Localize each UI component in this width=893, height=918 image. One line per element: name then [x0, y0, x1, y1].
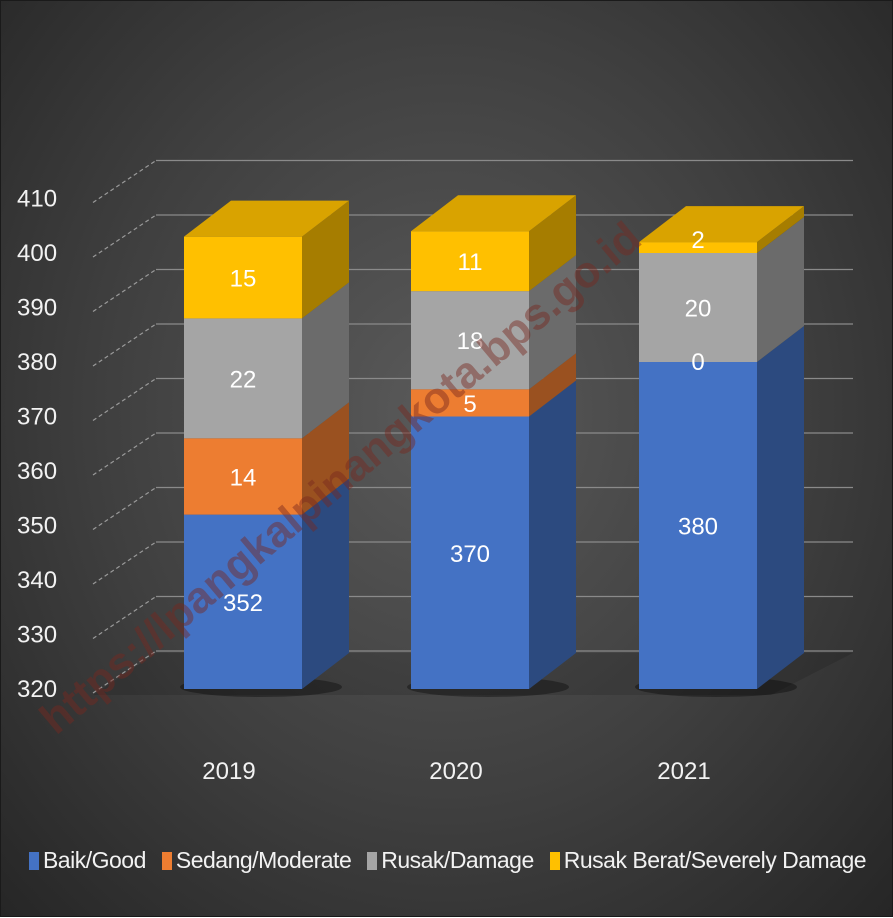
bar-top — [411, 195, 576, 232]
gridline-diagonal — [92, 650, 157, 694]
y-tick-label: 360 — [17, 458, 57, 485]
bar-segment — [639, 242, 757, 253]
y-tick-label: 410 — [17, 186, 57, 213]
bar-side — [302, 200, 349, 319]
y-tick-label: 320 — [17, 676, 57, 703]
data-label: 370 — [450, 541, 490, 568]
gridline-diagonal — [92, 541, 157, 585]
bar-segment — [184, 236, 302, 319]
gridline-diagonal — [92, 269, 157, 312]
gridline-diagonal — [92, 432, 157, 476]
bar-side — [529, 353, 576, 417]
y-tick-label: 340 — [17, 567, 57, 594]
data-label: 0 — [691, 349, 704, 376]
x-tick-label: 2021 — [657, 758, 710, 785]
legend-swatch — [367, 851, 378, 870]
y-tick-label: 390 — [17, 295, 57, 322]
gridline-diagonal — [92, 214, 157, 258]
y-tick-label: 330 — [17, 622, 57, 649]
bar-segment — [411, 291, 529, 390]
x-tick-label: 2020 — [429, 758, 482, 785]
bar-segment — [639, 253, 757, 362]
legend-label: Rusak Berat/Severely Damage — [563, 847, 867, 873]
y-tick-label: 400 — [17, 240, 57, 267]
bar-segment — [184, 438, 302, 515]
gridline-diagonal — [92, 323, 157, 367]
bar-side — [529, 380, 576, 689]
gridline-diagonal — [92, 596, 157, 639]
bar-segment — [184, 318, 302, 439]
gridline-diagonal — [92, 487, 157, 530]
bar-top — [184, 200, 349, 237]
bar-side — [757, 206, 804, 253]
legend-swatch — [549, 851, 560, 870]
x-tick-label: 2019 — [202, 758, 255, 785]
legend-item: Rusak Berat/Severely Damage — [549, 847, 867, 874]
gridline-diagonal — [92, 378, 157, 421]
bar-side — [529, 255, 576, 390]
legend: Baik/Good Sedang/Moderate Rusak/Damage Rusa… — [1, 847, 893, 874]
legend-label: Sedang/Moderate — [175, 847, 352, 873]
y-tick-label: 350 — [17, 513, 57, 540]
data-label: 380 — [678, 514, 718, 541]
gridline-diagonal — [92, 160, 157, 203]
bar-side — [302, 282, 349, 439]
legend-item: Rusak/Damage — [367, 847, 534, 874]
legend-swatch — [28, 851, 39, 870]
bar-side — [757, 217, 804, 362]
bar-segment — [411, 416, 529, 689]
bar-side — [302, 402, 349, 515]
bar-segment — [184, 514, 302, 689]
data-label: 352 — [223, 590, 263, 617]
data-label: 15 — [230, 266, 257, 293]
y-tick-label: 380 — [17, 349, 57, 376]
bar-side — [302, 478, 349, 689]
bar-side — [529, 195, 576, 292]
bar-top — [639, 206, 804, 243]
data-label: 18 — [457, 328, 484, 355]
y-tick-label: 370 — [17, 404, 57, 431]
legend-swatch — [161, 851, 172, 870]
bar-segment — [639, 362, 757, 689]
bar-segment — [411, 389, 529, 417]
data-label: 20 — [685, 296, 712, 323]
data-label: 2 — [691, 227, 704, 254]
data-label: 22 — [230, 366, 257, 393]
legend-item: Baik/Good — [28, 847, 146, 874]
legend-label: Baik/Good — [42, 847, 146, 873]
legend-item: Sedang/Moderate — [161, 847, 352, 874]
data-label: 5 — [463, 391, 476, 418]
bar-side — [757, 326, 804, 689]
data-label: 11 — [458, 249, 483, 276]
legend-label: Rusak/Damage — [381, 847, 534, 873]
data-label: 14 — [230, 464, 257, 491]
bar-segment — [411, 231, 529, 292]
